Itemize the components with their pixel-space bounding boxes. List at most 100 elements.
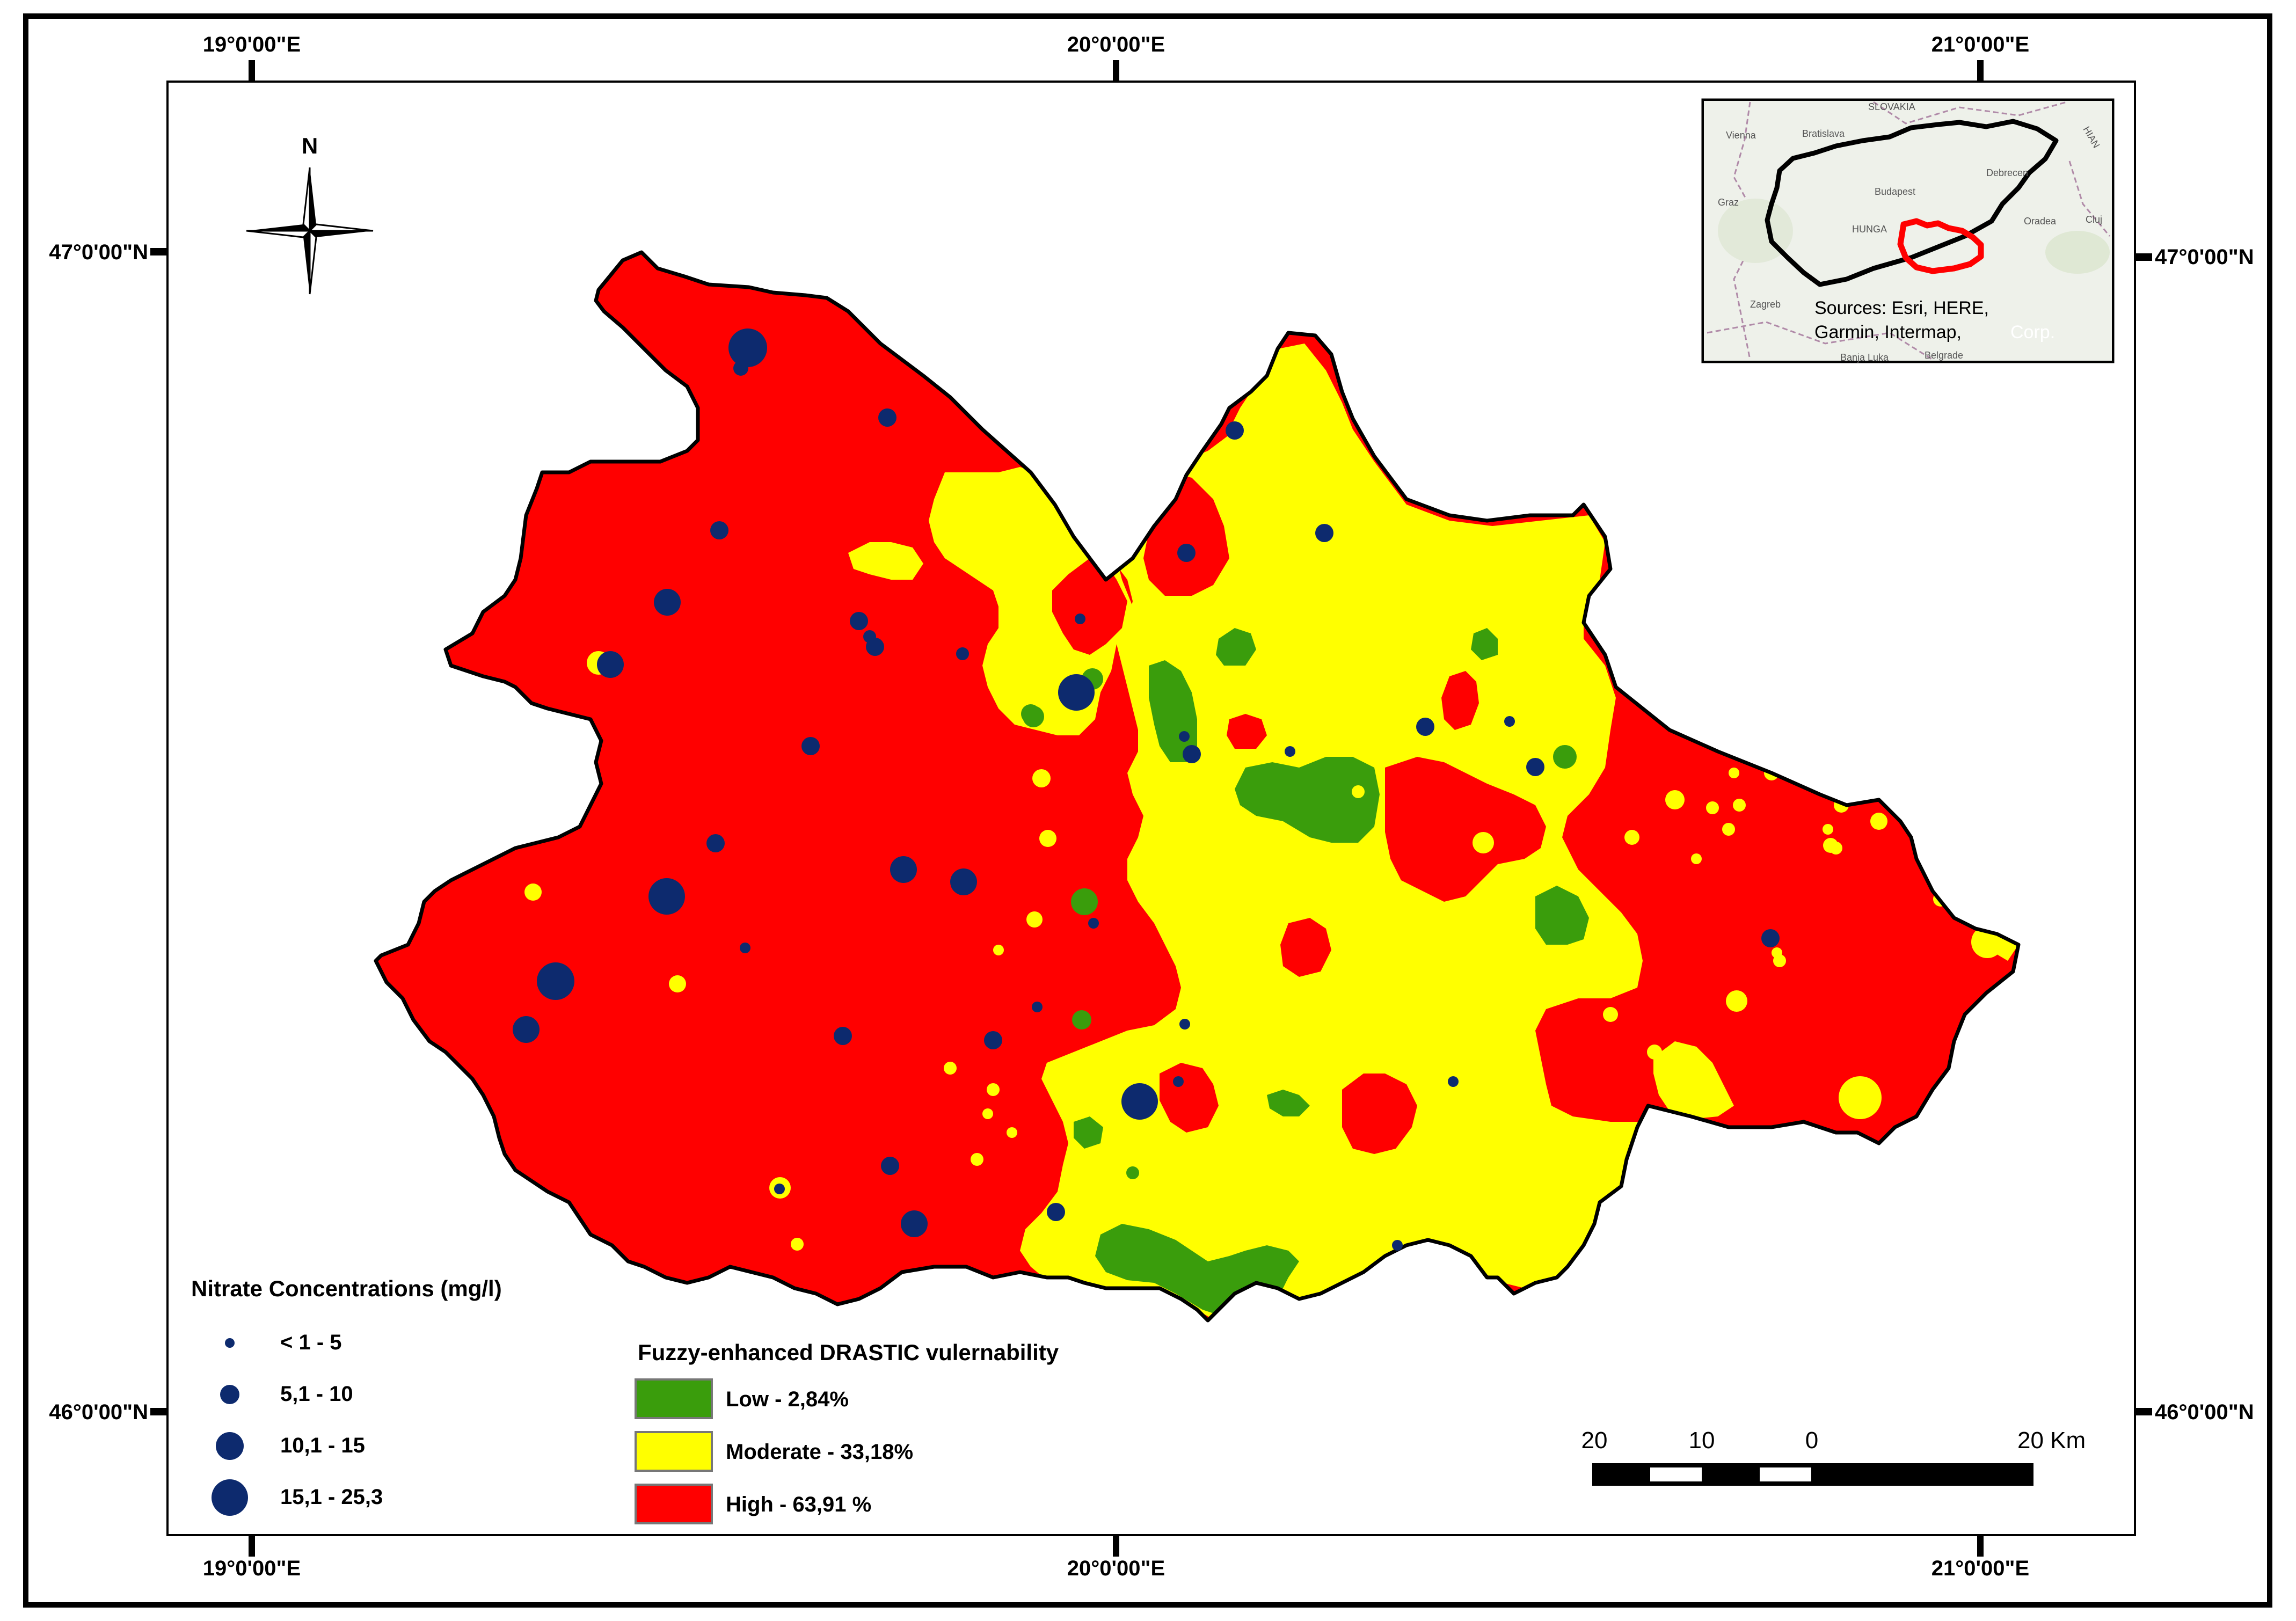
moderate-vulnerability-area — [1026, 911, 1043, 928]
lon-label-top-2: 20°0'00"E — [1067, 33, 1165, 56]
nitrate-sample-point — [1392, 1240, 1403, 1251]
inset-place-debrecen: Debrecen — [1986, 167, 2028, 178]
inset-place-graz: Graz — [1718, 197, 1739, 208]
low-vulnerability-area — [1267, 1090, 1310, 1116]
moderate-vulnerability-area — [1829, 842, 1842, 855]
vulnerability-legend-title: Fuzzy-enhanced DRASTIC vulernability — [638, 1340, 1059, 1365]
moderate-vulnerability-area — [944, 1062, 957, 1075]
lon-label-top-3: 21°0'00"E — [1931, 33, 2029, 56]
moderate-vulnerability-area — [1726, 990, 1747, 1012]
moderate-vulnerability-area — [1032, 769, 1051, 787]
high-vulnerability-area — [1227, 714, 1267, 749]
nitrate-symbol-3 — [216, 1432, 244, 1460]
nitrate-class-3: 10,1 - 15 — [280, 1434, 365, 1457]
inset-place-slovakia: SLOVAKIA — [1868, 101, 1915, 112]
nitrate-sample-point — [1183, 745, 1201, 763]
inset-place-banja-luka: Banja Luka — [1840, 352, 1889, 363]
nitrate-sample-point — [950, 868, 977, 895]
nitrate-legend: Nitrate Concentrations (mg/l) < 1 - 5 5,… — [191, 1276, 502, 1516]
nitrate-sample-point — [774, 1184, 785, 1194]
nitrate-sample-point — [878, 408, 896, 427]
nitrate-sample-point — [901, 1210, 928, 1237]
moderate-vulnerability-area — [1722, 823, 1735, 836]
low-vulnerability-area — [1535, 886, 1589, 945]
nitrate-sample-point — [1526, 758, 1544, 776]
nitrate-sample-point — [1448, 1076, 1459, 1087]
nitrate-class-1: < 1 - 5 — [280, 1331, 342, 1354]
moderate-vulnerability-area — [669, 975, 686, 992]
nitrate-sample-point — [654, 589, 681, 616]
nitrate-sample-point — [1179, 731, 1190, 742]
north-arrow-icon — [246, 167, 374, 295]
moderate-vulnerability-area — [1665, 790, 1685, 809]
inset-place-belgrade: Belgrade — [1925, 350, 1963, 361]
moderate-vulnerability-area — [791, 1238, 804, 1251]
moderate-vulnerability-area — [1839, 1076, 1882, 1119]
nitrate-sample-point — [706, 834, 725, 852]
high-vulnerability-area — [1052, 558, 1127, 655]
nitrate-sample-point — [710, 521, 728, 539]
lon-label-bottom-3: 21°0'00"E — [1931, 1557, 2029, 1580]
nitrate-sample-point — [1058, 674, 1095, 711]
legend-swatch-moderate — [635, 1431, 713, 1472]
inset-map: SLOVAKIA Vienna Bratislava Budapest Debr… — [1701, 98, 2115, 363]
moderate-vulnerability-area — [1823, 824, 1833, 835]
moderate-vulnerability-area — [1647, 1045, 1662, 1060]
nitrate-sample-point — [1173, 1076, 1184, 1087]
moderate-vulnerability-area — [1870, 813, 1887, 830]
inset-sources-line1: Sources: Esri, HERE, — [1814, 298, 1989, 318]
lon-label-bottom-2: 20°0'00"E — [1067, 1557, 1165, 1580]
inset-sources-line2: Garmin, Intermap, — [1814, 322, 1962, 342]
moderate-vulnerability-area — [1473, 832, 1494, 853]
nitrate-sample-point — [956, 647, 969, 660]
nitrate-sample-point — [801, 737, 820, 755]
inset-place-hunga: HUNGA — [1852, 224, 1887, 235]
scale-label-0: 0 — [1805, 1427, 1818, 1454]
nitrate-sample-point — [984, 1031, 1002, 1049]
low-vulnerability-area — [1021, 704, 1040, 724]
nitrate-sample-point — [1121, 1083, 1158, 1120]
moderate-vulnerability-area — [1772, 947, 1782, 958]
inset-place-zagreb: Zagreb — [1750, 299, 1781, 310]
low-vulnerability-area — [1553, 745, 1577, 769]
nitrate-class-4: 15,1 - 25,3 — [280, 1485, 383, 1509]
nitrate-symbol-2 — [220, 1385, 239, 1404]
north-label: N — [302, 133, 318, 158]
low-vulnerability-area — [1235, 757, 1380, 843]
nitrate-sample-point — [1226, 421, 1244, 440]
legend-swatch-low — [635, 1378, 713, 1419]
nitrate-sample-point — [513, 1016, 540, 1043]
nitrate-sample-point — [1088, 918, 1099, 929]
nitrate-sample-point — [890, 856, 917, 883]
nitrate-sample-point — [648, 878, 685, 915]
nitrate-sample-point — [1315, 524, 1333, 542]
inset-place-oradea: Oradea — [2024, 216, 2057, 227]
nitrate-symbol-1 — [225, 1338, 235, 1348]
graticule-labels: 19°0'00"E 20°0'00"E 21°0'00"E 19°0'00"E … — [49, 33, 2254, 1580]
moderate-vulnerability-area — [1352, 785, 1365, 798]
inset-place-cluj: Cluj — [2086, 214, 2102, 225]
moderate-vulnerability-area — [848, 542, 923, 580]
moderate-vulnerability-area — [1729, 768, 1739, 778]
moderate-vulnerability-area — [993, 945, 1004, 955]
legend-label-moderate: Moderate - 33,18% — [726, 1440, 913, 1464]
moderate-vulnerability-area — [1007, 1127, 1017, 1138]
nitrate-legend-title: Nitrate Concentrations (mg/l) — [191, 1276, 502, 1301]
low-vulnerability-area — [1126, 1166, 1139, 1179]
nitrate-sample-point — [1761, 929, 1780, 947]
lon-label-bottom-1: 19°0'00"E — [203, 1557, 301, 1580]
inset-place-budapest: Budapest — [1875, 186, 1915, 197]
nitrate-sample-point — [597, 651, 624, 678]
scale-label-10: 10 — [1689, 1427, 1715, 1454]
moderate-vulnerability-area — [1603, 1007, 1618, 1022]
scale-bar: 20 10 0 20 Km — [1581, 1427, 2086, 1486]
nitrate-sample-point — [1047, 1203, 1065, 1221]
lat-label-left-1: 47°0'00"N — [49, 240, 148, 264]
lat-label-right-1: 47°0'00"N — [2155, 245, 2254, 269]
graticule-ticks — [150, 60, 2152, 1557]
lon-label-top-1: 19°0'00"E — [203, 33, 301, 56]
high-vulnerability-area — [1441, 671, 1479, 730]
moderate-vulnerability-area — [1691, 853, 1702, 864]
nitrate-sample-point — [728, 328, 767, 367]
nitrate-sample-point — [881, 1157, 899, 1175]
